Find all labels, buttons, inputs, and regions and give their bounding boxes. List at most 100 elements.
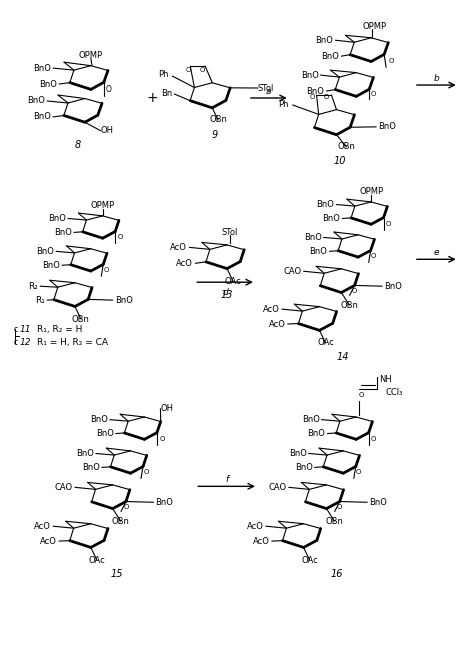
Text: O: O — [352, 289, 357, 295]
Text: BnO: BnO — [304, 233, 321, 242]
Text: 13: 13 — [221, 290, 233, 300]
Text: BnO: BnO — [54, 228, 72, 237]
Text: O: O — [200, 67, 205, 73]
Text: b: b — [433, 74, 439, 82]
Text: OPMP: OPMP — [359, 187, 383, 196]
Text: O: O — [358, 391, 364, 398]
Text: R₂: R₂ — [28, 281, 38, 291]
Text: AcO: AcO — [263, 304, 280, 314]
Text: OAc: OAc — [89, 556, 105, 565]
Text: BnO: BnO — [301, 71, 319, 80]
Text: AcO: AcO — [34, 522, 51, 530]
Text: c: c — [13, 339, 18, 347]
Text: O: O — [386, 221, 391, 227]
Text: CAO: CAO — [283, 267, 301, 275]
Text: BnO: BnO — [76, 449, 94, 458]
Text: O: O — [337, 505, 342, 511]
Text: BnO: BnO — [39, 80, 57, 88]
Text: BnO: BnO — [308, 429, 326, 438]
Text: R₁: R₁ — [35, 296, 45, 304]
Text: BnO: BnO — [155, 498, 173, 507]
Text: O: O — [123, 505, 128, 511]
Text: OPMP: OPMP — [79, 51, 103, 60]
Text: BnO: BnO — [33, 64, 51, 72]
Text: 16: 16 — [330, 569, 343, 579]
Text: BnO: BnO — [321, 51, 339, 61]
Text: BnO: BnO — [82, 463, 100, 472]
Text: BnO: BnO — [96, 429, 114, 438]
Text: BnO: BnO — [317, 200, 335, 209]
Text: 14: 14 — [336, 352, 349, 362]
Text: 9: 9 — [212, 130, 218, 140]
Text: OBn: OBn — [340, 301, 358, 310]
Text: R₁ = H, R₂ = CA: R₁ = H, R₂ = CA — [37, 339, 108, 347]
Text: BnO: BnO — [295, 463, 312, 472]
Text: 12: 12 — [19, 339, 31, 347]
Text: BnO: BnO — [378, 123, 396, 131]
Text: BnO: BnO — [310, 247, 328, 256]
Text: NH: NH — [379, 375, 392, 384]
Text: 11: 11 — [19, 324, 31, 333]
Text: OBn: OBn — [112, 517, 129, 526]
Text: STol: STol — [222, 228, 238, 237]
Text: O: O — [103, 268, 109, 273]
Text: O: O — [106, 85, 112, 94]
Text: CAO: CAO — [269, 483, 287, 492]
Text: O: O — [371, 254, 376, 260]
Text: O: O — [186, 67, 191, 73]
Text: AcO: AcO — [253, 536, 270, 546]
Text: BnO: BnO — [90, 415, 108, 424]
Text: AcO: AcO — [176, 259, 193, 268]
Text: O: O — [388, 59, 394, 65]
Text: OH: OH — [101, 127, 114, 135]
Text: BnO: BnO — [48, 214, 66, 223]
Text: O: O — [356, 469, 362, 476]
Text: BnO: BnO — [289, 449, 307, 458]
Text: f: f — [225, 475, 228, 484]
Text: OAc: OAc — [225, 277, 241, 286]
Text: O: O — [371, 436, 376, 442]
Text: BnO: BnO — [33, 113, 51, 121]
Text: +: + — [146, 91, 158, 105]
Text: Ph: Ph — [158, 70, 168, 78]
Text: AcO: AcO — [269, 320, 286, 329]
Text: O: O — [310, 94, 315, 100]
Text: BnO: BnO — [27, 96, 45, 105]
Text: AcO: AcO — [247, 522, 264, 530]
Text: OPMP: OPMP — [362, 22, 386, 31]
Text: O: O — [118, 235, 123, 241]
Text: R₁, R₂ = H: R₁, R₂ = H — [37, 324, 82, 333]
Text: BnO: BnO — [322, 214, 340, 223]
Text: c: c — [13, 324, 18, 333]
Text: CAO: CAO — [55, 483, 73, 492]
Text: OBn: OBn — [337, 142, 356, 152]
Text: BnO: BnO — [384, 281, 402, 291]
Text: OAc: OAc — [301, 556, 318, 565]
Text: O: O — [159, 436, 164, 442]
Text: OH: OH — [161, 404, 173, 413]
Text: Bn: Bn — [161, 90, 173, 98]
Text: O: O — [371, 91, 376, 98]
Text: a: a — [266, 86, 272, 96]
Text: OBn: OBn — [326, 517, 343, 526]
Text: d: d — [222, 288, 228, 297]
Text: O: O — [324, 94, 329, 100]
Text: Ph: Ph — [278, 100, 289, 109]
Text: BnO: BnO — [36, 247, 54, 256]
Text: BnO: BnO — [115, 296, 133, 304]
Text: O: O — [143, 469, 149, 476]
Text: STol: STol — [258, 84, 274, 92]
Text: OAc: OAc — [317, 339, 334, 347]
Text: CCl₃: CCl₃ — [385, 388, 402, 397]
Text: 8: 8 — [75, 140, 81, 150]
Text: BnO: BnO — [42, 261, 60, 270]
Text: 10: 10 — [333, 156, 346, 165]
Text: BnO: BnO — [307, 86, 325, 96]
Text: OBn: OBn — [209, 115, 227, 125]
Text: AcO: AcO — [40, 536, 57, 546]
Text: BnO: BnO — [369, 498, 387, 507]
Text: AcO: AcO — [171, 243, 187, 252]
Text: e: e — [434, 248, 439, 257]
Text: OPMP: OPMP — [91, 201, 115, 210]
Text: 15: 15 — [110, 569, 123, 579]
